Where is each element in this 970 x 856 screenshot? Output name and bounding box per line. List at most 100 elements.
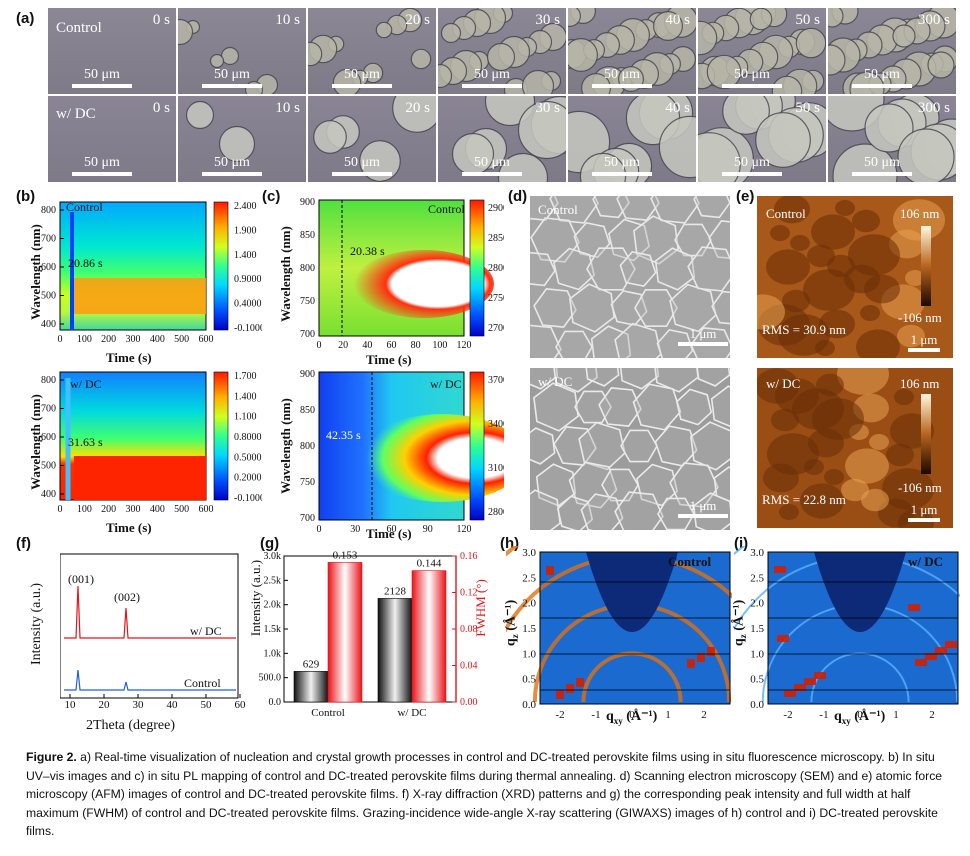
scale-bar: 50 μm bbox=[722, 67, 782, 88]
time-label: 300 s bbox=[917, 12, 950, 28]
f-xtick: 40 bbox=[167, 699, 179, 708]
bar-intensity-label: 2128 bbox=[384, 585, 407, 597]
microscopy-grid: 0 s 50 μm 10 s 50 μm 20 s 50 μm 30 s 50 μm 40 s 5… bbox=[48, 8, 968, 184]
b-cbar-tick: 1.400 bbox=[234, 391, 257, 402]
b-ytick: 600 bbox=[41, 432, 56, 443]
b-cbar-tick: 1.400 bbox=[234, 250, 257, 261]
b-xtick: 500 bbox=[174, 334, 189, 345]
g-ytick-right: 0.08 bbox=[460, 624, 478, 635]
time-label: 10 s bbox=[275, 100, 300, 116]
b-xtick: 300 bbox=[126, 334, 141, 345]
c-bottom-xlabel: Time (s) bbox=[366, 526, 412, 541]
d-top-scalebar: 1 μm bbox=[678, 326, 728, 346]
giwaxs-control: 3.0 2.5 2.0 1.5 1.0 0.5 0.0 -2 -1 0 1 2 bbox=[506, 546, 732, 721]
xrd-peak-002: (002) bbox=[114, 590, 140, 604]
giwaxs-ytick: 2.5 bbox=[522, 572, 536, 584]
i-xlabel: qxy (Å⁻¹) bbox=[834, 709, 886, 726]
e-bottom-max: 106 nm bbox=[900, 376, 940, 391]
c-top-annotation: 20.38 s bbox=[350, 244, 385, 258]
bar-chart: 629 0.153 2128 0.144 Control w/ DC 0.0 500.0 1.… bbox=[259, 549, 478, 719]
c-ytick: 750 bbox=[300, 296, 315, 307]
giwaxs-dc: 3.0 2.5 2.0 1.5 1.0 0.5 0.0 -2 -1 0 1 2 bbox=[734, 546, 960, 721]
c-xtick: 20 bbox=[338, 340, 348, 351]
e-bottom-min: -106 nm bbox=[898, 480, 942, 495]
b-top-series-label: Control bbox=[66, 200, 103, 214]
panel-b-label: (b) bbox=[16, 188, 36, 205]
h-ylabel: qz (Å⁻¹) bbox=[503, 599, 521, 647]
e-bottom-rms: RMS = 22.8 nm bbox=[762, 492, 846, 507]
b-cbar-tick: 0.9000 bbox=[234, 274, 262, 285]
c-bottom-annotation: 42.35 s bbox=[326, 428, 361, 442]
scale-bar: 50 μm bbox=[852, 155, 912, 176]
giwaxs-xtick: 2 bbox=[701, 709, 707, 721]
b-xtick: 600 bbox=[199, 334, 214, 345]
panel-a-label: (a) bbox=[16, 10, 35, 27]
c-bottom-series-label: w/ DC bbox=[430, 377, 462, 391]
b-xtick: 100 bbox=[77, 504, 92, 515]
b-ytick: 700 bbox=[41, 404, 56, 415]
b-xtick: 500 bbox=[174, 504, 189, 515]
c-cbar-tick: 3700 bbox=[488, 375, 504, 386]
time-label: 0 s bbox=[152, 12, 170, 28]
micro-frame-dc-1: 10 s 50 μm bbox=[178, 96, 306, 182]
b-cbar-tick: 1.900 bbox=[234, 225, 257, 236]
afm-control-image bbox=[757, 196, 953, 358]
c-top-xlabel: Time (s) bbox=[366, 352, 412, 367]
b-xtick: 400 bbox=[150, 334, 165, 345]
g-ylabel-left: Intensity (a.u.) bbox=[248, 559, 264, 637]
g-xtick: w/ DC bbox=[397, 707, 426, 719]
giwaxs-xtick: 1 bbox=[893, 709, 899, 721]
time-label: 50 s bbox=[795, 12, 820, 28]
uv-band-top bbox=[72, 278, 206, 314]
bar-fwhm-1 bbox=[411, 570, 447, 703]
f-xtick: 60 bbox=[235, 699, 247, 708]
row-dc-label: w/ DC bbox=[56, 106, 96, 122]
b-xtick: 100 bbox=[77, 334, 92, 345]
c-ytick: 850 bbox=[300, 230, 315, 241]
scale-bar: 50 μm bbox=[462, 67, 522, 88]
c-cbar-tick: 3100 bbox=[488, 463, 504, 474]
h-xlabel: qxy (Å⁻¹) bbox=[606, 709, 658, 726]
scale-bar: 50 μm bbox=[332, 67, 392, 88]
b-ytick: 500 bbox=[41, 291, 56, 302]
f-ylabel: Intensity (a.u.) bbox=[29, 582, 45, 666]
xrd-plot: 10 20 30 40 50 60 bbox=[60, 553, 247, 708]
b-cbar-tick: -0.1000 bbox=[234, 493, 262, 504]
scale-bar: 50 μm bbox=[72, 67, 132, 88]
g-ytick-left: 3.0k bbox=[264, 551, 282, 562]
f-xtick: 50 bbox=[201, 699, 213, 708]
i-ylabel: qz (Å⁻¹) bbox=[731, 599, 749, 647]
g-ytick-left: 500.0 bbox=[259, 673, 282, 684]
c-cbar-tick: 3400 bbox=[488, 419, 504, 430]
scale-bar: 50 μm bbox=[852, 67, 912, 88]
micro-frame-control-1: 10 s 50 μm bbox=[178, 8, 306, 94]
b-top-xlabel: Time (s) bbox=[106, 350, 152, 365]
bar-fwhm-0 bbox=[327, 562, 363, 703]
f-xtick: 30 bbox=[133, 699, 145, 708]
micro-frame-control-3: 30 s 50 μm bbox=[438, 8, 566, 94]
b-xtick: 600 bbox=[199, 504, 214, 515]
scale-bar: 50 μm bbox=[592, 155, 652, 176]
micro-frame-control-2: 20 s 50 μm bbox=[308, 8, 436, 94]
g-ytick-right: 0.12 bbox=[460, 588, 478, 599]
giwaxs-xtick: 0 bbox=[629, 709, 635, 721]
c-ytick: 800 bbox=[300, 441, 315, 452]
b-xtick: 400 bbox=[150, 504, 165, 515]
b-bottom-xlabel: Time (s) bbox=[106, 520, 152, 535]
b-top-annotation: 20.86 s bbox=[68, 256, 103, 270]
c-ytick: 700 bbox=[300, 513, 315, 524]
c-xtick: 0 bbox=[317, 524, 322, 535]
c-cbar-tick: 2750 bbox=[488, 293, 504, 304]
time-label: 30 s bbox=[535, 12, 560, 28]
micro-frame-dc-6: 300 s 50 μm bbox=[828, 96, 956, 182]
g-ylabel-right: FWHM (°) bbox=[472, 579, 488, 637]
e-bottom-label: w/ DC bbox=[766, 376, 801, 391]
giwaxs-xtick: 0 bbox=[857, 709, 863, 721]
f-xtick: 20 bbox=[99, 699, 111, 708]
i-label: w/ DC bbox=[908, 554, 944, 569]
giwaxs-ytick: 0.0 bbox=[750, 699, 764, 711]
giwaxs-ytick: 0.5 bbox=[522, 674, 536, 686]
afm-dc-image bbox=[757, 368, 953, 528]
e-bottom-scalebar: 1 μm bbox=[908, 502, 940, 522]
